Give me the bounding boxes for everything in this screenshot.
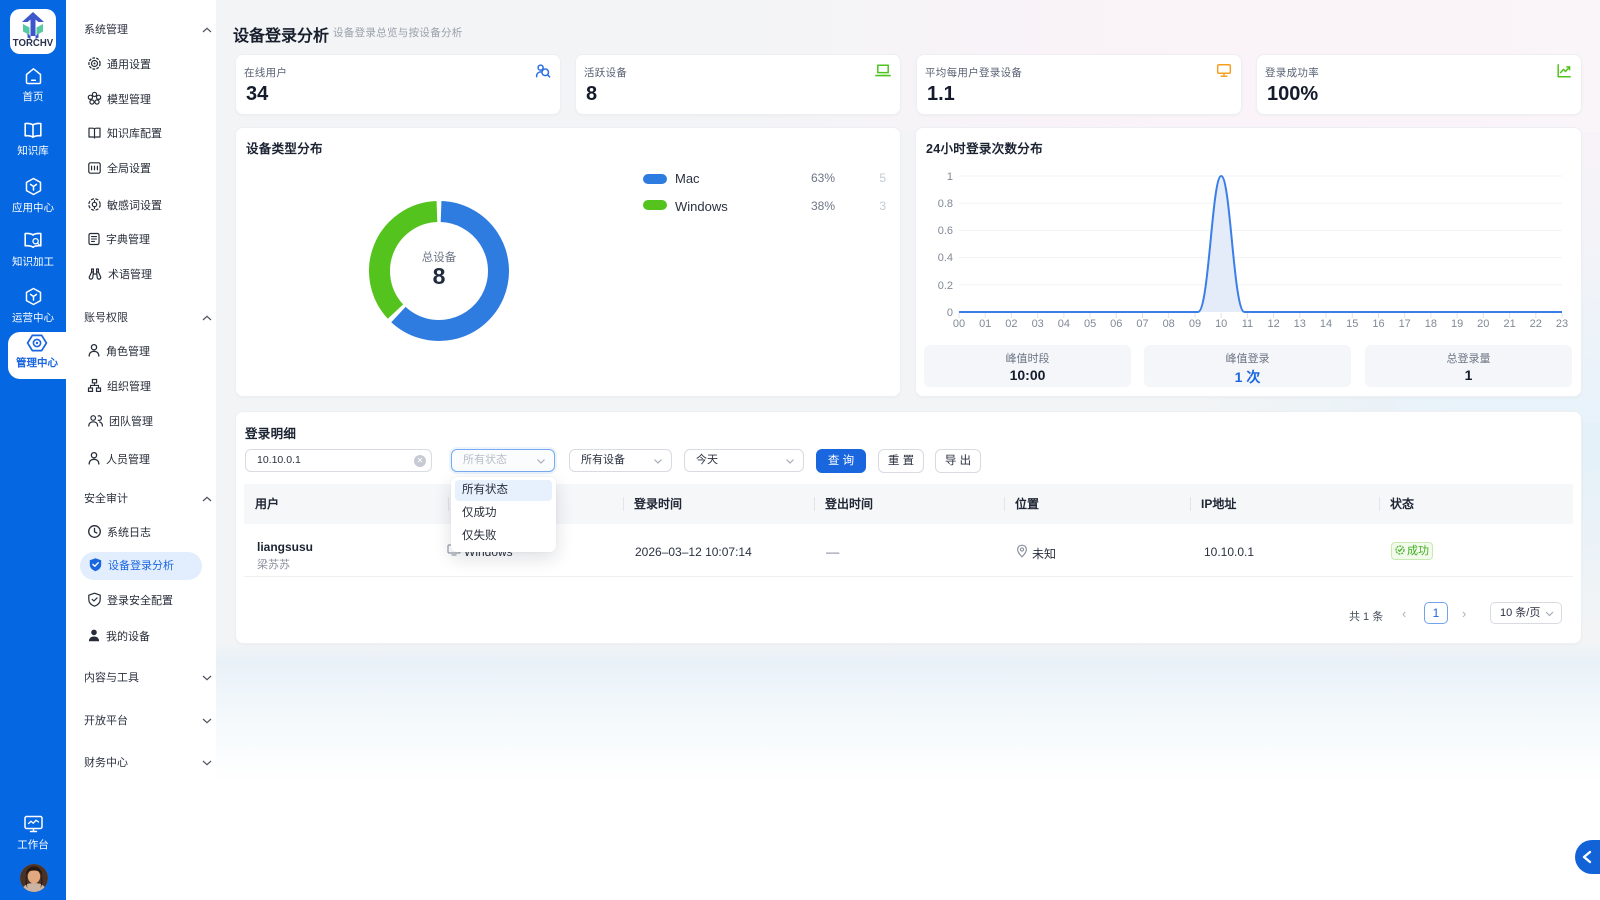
svg-text:16: 16 — [1372, 318, 1384, 330]
svg-text:0.6: 0.6 — [938, 225, 953, 237]
svg-text:09: 09 — [1189, 318, 1201, 330]
svg-text:17: 17 — [1399, 318, 1411, 330]
svg-text:06: 06 — [1110, 318, 1122, 330]
svg-text:03: 03 — [1032, 318, 1044, 330]
svg-text:13: 13 — [1294, 318, 1306, 330]
svg-text:19: 19 — [1451, 318, 1463, 330]
svg-text:15: 15 — [1346, 318, 1358, 330]
svg-text:12: 12 — [1267, 318, 1279, 330]
svg-text:18: 18 — [1425, 318, 1437, 330]
svg-text:10: 10 — [1215, 318, 1227, 330]
svg-text:07: 07 — [1136, 318, 1148, 330]
svg-text:0: 0 — [947, 307, 953, 319]
svg-text:00: 00 — [953, 318, 965, 330]
svg-text:11: 11 — [1242, 318, 1253, 330]
svg-text:0.2: 0.2 — [938, 280, 953, 292]
svg-text:21: 21 — [1503, 318, 1515, 330]
svg-text:1: 1 — [947, 171, 953, 183]
svg-text:08: 08 — [1163, 318, 1175, 330]
svg-text:0.4: 0.4 — [938, 252, 953, 264]
svg-text:22: 22 — [1530, 318, 1542, 330]
svg-text:02: 02 — [1005, 318, 1017, 330]
svg-text:05: 05 — [1084, 318, 1096, 330]
svg-text:01: 01 — [979, 318, 991, 330]
svg-text:04: 04 — [1058, 318, 1070, 330]
svg-text:20: 20 — [1477, 318, 1489, 330]
svg-text:14: 14 — [1320, 318, 1332, 330]
svg-text:23: 23 — [1556, 318, 1568, 330]
svg-text:0.8: 0.8 — [938, 198, 953, 210]
